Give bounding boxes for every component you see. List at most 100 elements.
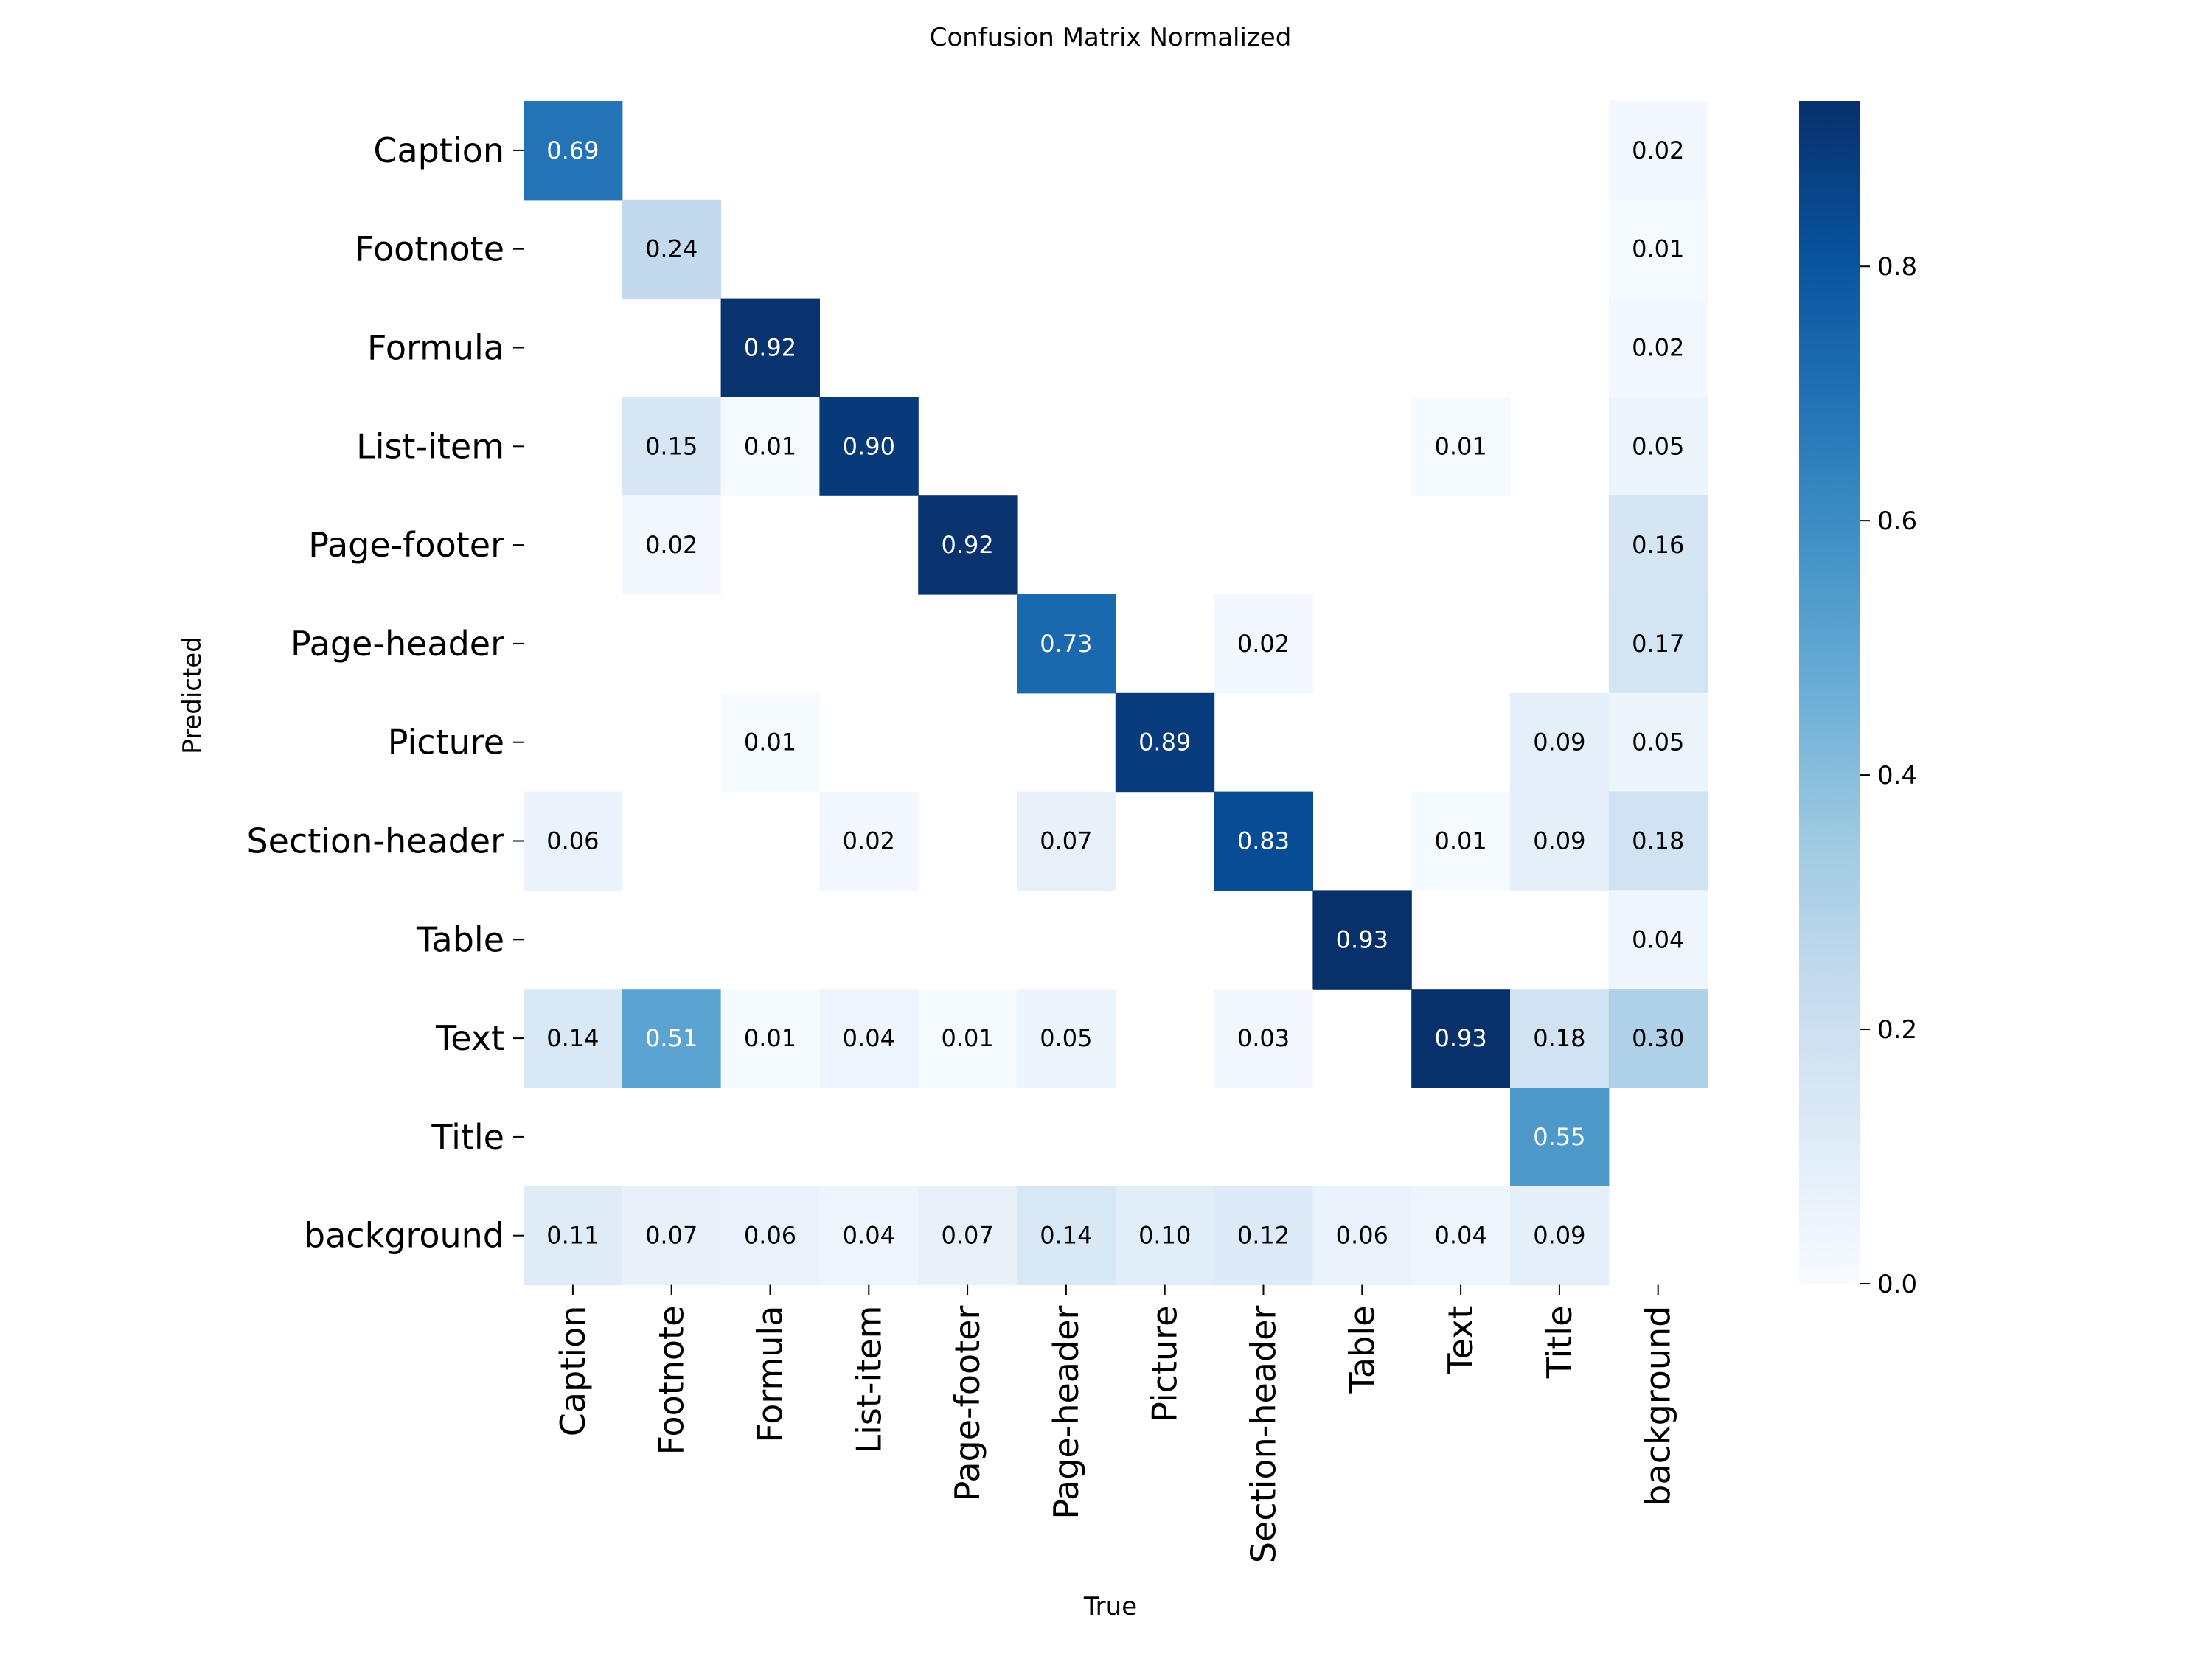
colorbar-gradient [1799, 101, 1860, 1284]
y-tick-label-formula: Formula [367, 328, 504, 368]
x-axis-ticks: Caption Footnote Formula List-item Page-foot… [553, 1284, 1678, 1564]
cell-background-caption [524, 1186, 623, 1286]
y-tick-label-title: Title [431, 1117, 504, 1157]
cell-background-list-item [819, 1186, 919, 1286]
x-tick-label-picture: Picture [1145, 1306, 1185, 1422]
cell-formula-background [1608, 298, 1708, 397]
cell-picture-picture [1115, 692, 1215, 793]
y-tick-label-footnote: Footnote [355, 229, 504, 269]
cell-section-header-text [1411, 791, 1511, 891]
colorbar-tick-label: 0.6 [1877, 507, 1917, 536]
cell-value-label: 0.05 [1632, 728, 1684, 757]
y-tick-label-page-footer: Page-footer [308, 525, 504, 565]
cell-value-label: 0.09 [1533, 827, 1585, 855]
x-tick-label-section-header: Section-header [1244, 1306, 1284, 1564]
cell-list-item-background [1608, 397, 1708, 496]
cell-picture-title [1510, 692, 1610, 793]
cell-text-footnote [622, 989, 722, 1088]
cell-section-header-caption [524, 791, 623, 891]
cell-background-section-header [1214, 1186, 1313, 1286]
cell-text-list-item [819, 989, 919, 1088]
cell-value-label: 0.55 [1533, 1123, 1585, 1151]
cell-value-label: 0.06 [546, 827, 599, 855]
cell-picture-formula [720, 692, 820, 793]
cell-value-label: 0.10 [1138, 1222, 1191, 1250]
cell-value-label: 0.09 [1533, 1222, 1585, 1250]
cell-value-label: 0.04 [1632, 925, 1684, 953]
x-tick-label-caption: Caption [553, 1306, 593, 1437]
cell-page-footer-page-footer [918, 495, 1018, 595]
x-tick-label-list-item: List-item [849, 1306, 888, 1454]
cell-footnote-footnote [622, 199, 722, 299]
cell-value-label: 0.01 [744, 432, 796, 460]
cell-value-label: 0.05 [1040, 1024, 1092, 1052]
x-tick-label-page-header: Page-header [1046, 1306, 1086, 1520]
cell-value-label: 0.02 [645, 531, 698, 559]
cell-value-label: 0.51 [645, 1024, 698, 1052]
cell-value-label: 0.18 [1533, 1024, 1585, 1052]
cell-text-text [1411, 989, 1511, 1088]
cell-value-label: 0.93 [1434, 1024, 1486, 1052]
cell-table-background [1608, 890, 1708, 990]
y-tick-label-picture: Picture [388, 723, 504, 762]
cell-value-label: 0.83 [1237, 827, 1290, 855]
cell-value-label: 0.01 [1632, 235, 1684, 263]
cell-value-label: 0.18 [1632, 827, 1684, 855]
x-tick-label-title: Title [1540, 1306, 1579, 1380]
cell-text-page-footer [918, 989, 1018, 1088]
y-tick-label-list-item: List-item [356, 426, 504, 466]
cell-value-label: 0.17 [1632, 630, 1684, 658]
cell-value-label: 0.92 [941, 531, 993, 559]
colorbar-tick-label: 0.4 [1877, 761, 1917, 790]
cell-value-label: 0.90 [843, 432, 895, 460]
cell-section-header-background [1608, 791, 1708, 891]
cell-section-header-list-item [819, 791, 919, 891]
cell-value-label: 0.02 [1632, 136, 1684, 164]
cell-text-section-header [1214, 989, 1313, 1088]
colorbar: 0.0 0.2 0.4 0.6 0.8 [1799, 101, 1917, 1299]
cell-value-label: 0.02 [1632, 334, 1684, 362]
cell-text-background [1608, 989, 1708, 1088]
cell-value-label: 0.15 [645, 432, 698, 460]
cell-page-footer-background [1608, 495, 1708, 595]
cell-list-item-footnote [622, 397, 722, 496]
cell-value-label: 0.09 [1533, 728, 1585, 757]
y-axis-label: Predicted [178, 636, 207, 754]
cell-value-label: 0.03 [1237, 1024, 1290, 1052]
x-tick-label-footnote: Footnote [652, 1306, 692, 1455]
cell-value-label: 0.06 [744, 1222, 796, 1250]
cell-value-label: 0.01 [1434, 432, 1486, 460]
cell-value-label: 0.12 [1237, 1222, 1290, 1250]
cell-value-label: 0.01 [1434, 827, 1486, 855]
cell-list-item-formula [720, 397, 820, 496]
cell-value-label: 0.06 [1336, 1222, 1388, 1250]
chart-title: Confusion Matrix Normalized [930, 23, 1292, 52]
heatmap-cells [524, 101, 1708, 1286]
cell-background-footnote [622, 1186, 722, 1286]
cell-value-label: 0.14 [546, 1024, 599, 1052]
cell-background-title [1510, 1186, 1610, 1286]
cell-value-label: 0.24 [645, 235, 698, 263]
cell-value-label: 0.11 [546, 1222, 599, 1250]
cell-value-label: 0.01 [941, 1024, 993, 1052]
x-tick-label-table: Table [1342, 1306, 1382, 1394]
cell-value-label: 0.02 [843, 827, 895, 855]
cell-title-title [1510, 1088, 1610, 1187]
cell-text-caption [524, 989, 623, 1088]
x-tick-label-formula: Formula [751, 1306, 790, 1443]
cell-background-picture [1115, 1186, 1215, 1286]
cell-value-label: 0.04 [843, 1222, 895, 1250]
cell-value-label: 0.89 [1138, 728, 1191, 757]
cell-caption-caption [524, 101, 623, 201]
cell-text-title [1510, 989, 1610, 1088]
cell-background-text [1411, 1186, 1511, 1286]
cell-value-label: 0.73 [1040, 630, 1092, 658]
cell-list-item-text [1411, 397, 1511, 496]
x-tick-label-page-footer: Page-footer [947, 1306, 987, 1502]
cell-value-label: 0.14 [1040, 1222, 1092, 1250]
colorbar-tick-label: 0.2 [1877, 1015, 1917, 1045]
cell-picture-background [1608, 692, 1708, 793]
cell-table-table [1312, 890, 1412, 990]
